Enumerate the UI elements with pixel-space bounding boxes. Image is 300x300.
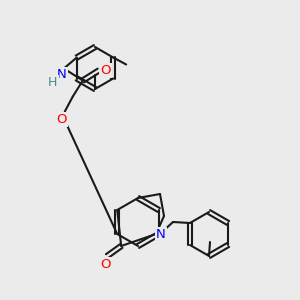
Text: N: N — [57, 68, 67, 81]
Text: H: H — [48, 76, 58, 89]
Text: O: O — [100, 259, 110, 272]
Text: N: N — [156, 229, 166, 242]
Text: O: O — [100, 64, 111, 77]
Text: O: O — [57, 113, 67, 126]
